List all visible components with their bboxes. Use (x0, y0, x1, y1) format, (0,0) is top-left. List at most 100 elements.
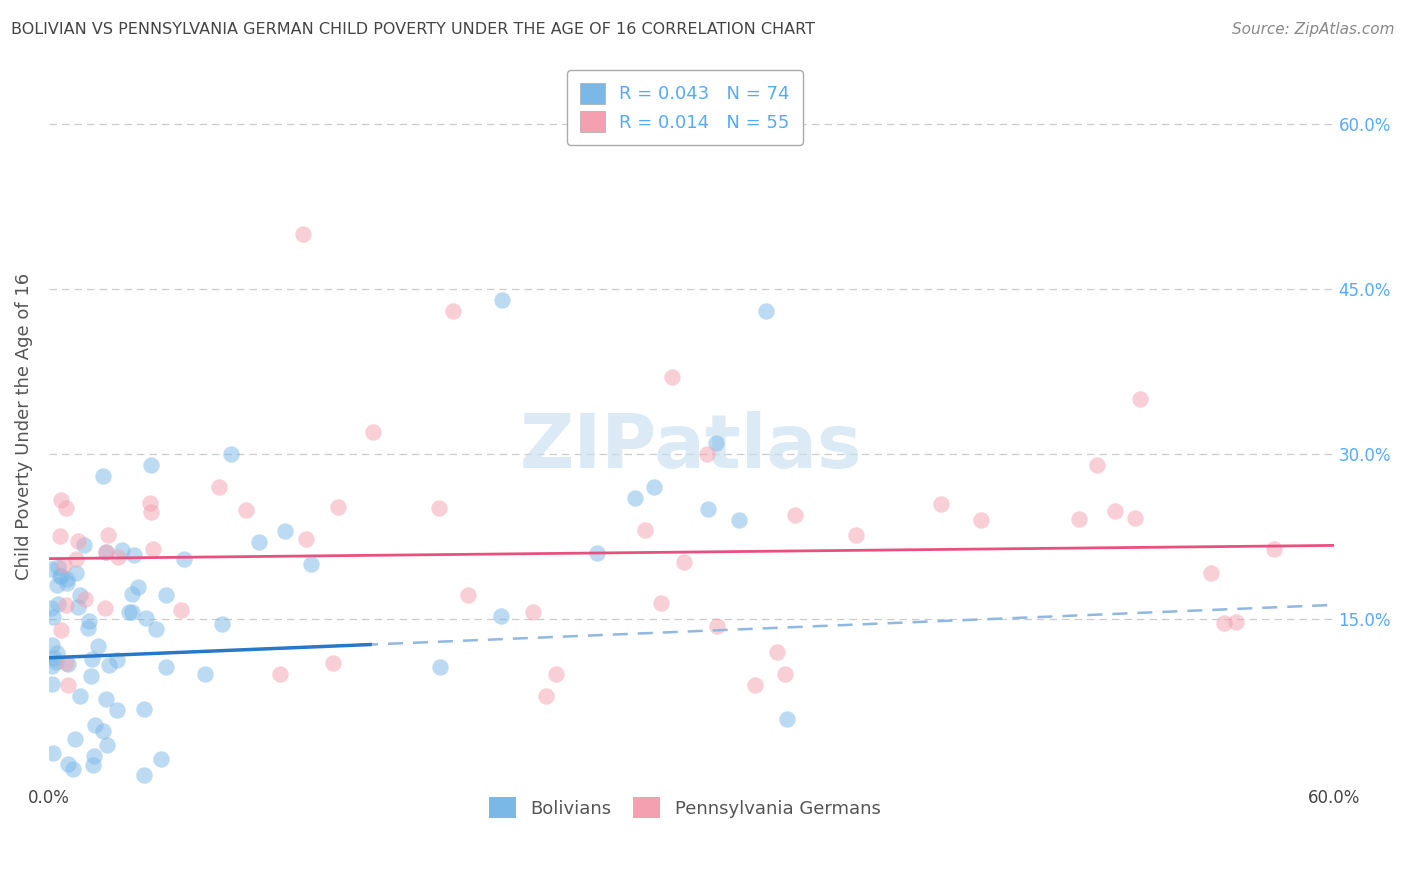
Point (1085, 458, 1108, 472)
Y-axis label: Child Poverty Under the Age of 16: Child Poverty Under the Age of 16 (15, 273, 32, 580)
Point (80, 668, 103, 682)
Point (42, 609, 65, 624)
Point (744, 678, 766, 692)
Point (274, 524, 297, 538)
Point (845, 528, 868, 542)
Point (221, 447, 243, 461)
Point (1199, 566, 1222, 581)
Point (427, 500, 450, 515)
Point (773, 667, 796, 681)
Point (139, 496, 162, 510)
Point (1129, 392, 1152, 406)
Point (299, 557, 322, 571)
Point (1213, 615, 1236, 630)
Point (441, 303, 464, 318)
Point (121, 587, 143, 601)
Point (49, 529, 72, 543)
Point (91, 469, 114, 483)
Point (94, 691, 117, 706)
Point (1225, 615, 1247, 629)
Point (69, 689, 91, 703)
Point (45, 655, 67, 669)
Point (73, 538, 96, 552)
Point (69, 588, 91, 602)
Point (155, 588, 177, 602)
Text: Source: ZipAtlas.com: Source: ZipAtlas.com (1232, 22, 1395, 37)
Point (83, 748, 105, 763)
Point (46, 560, 69, 574)
Point (322, 657, 344, 671)
Point (623, 491, 645, 505)
Point (1263, 541, 1285, 556)
Point (491, 293, 513, 307)
Point (139, 504, 162, 518)
Point (56, 757, 79, 772)
Point (46, 597, 69, 611)
Point (66, 533, 89, 548)
Point (1067, 512, 1090, 526)
Point (134, 702, 156, 716)
Point (269, 667, 291, 681)
Point (546, 667, 568, 681)
Point (41, 677, 63, 691)
Point (586, 546, 609, 560)
Point (65, 566, 87, 581)
Point (970, 513, 993, 527)
Point (361, 425, 384, 439)
Point (489, 609, 512, 624)
Point (55, 657, 77, 671)
Point (65, 552, 87, 566)
Point (295, 532, 318, 546)
Point (41, 639, 63, 653)
Point (127, 580, 149, 594)
Point (94, 545, 117, 559)
Point (139, 458, 162, 472)
Point (77, 621, 100, 635)
Point (194, 667, 217, 681)
Point (42, 746, 65, 760)
Point (673, 555, 696, 569)
Point (150, 752, 173, 766)
Point (326, 500, 349, 514)
Point (1104, 504, 1126, 518)
Point (111, 543, 134, 558)
Point (776, 712, 799, 726)
Point (82, 758, 104, 772)
Point (696, 447, 718, 461)
Legend: Bolivians, Pennsylvania Germans: Bolivians, Pennsylvania Germans (482, 790, 889, 825)
Point (55, 598, 77, 612)
Point (62, 762, 84, 776)
Point (783, 508, 806, 523)
Point (53, 558, 76, 572)
Point (235, 502, 257, 516)
Point (247, 535, 270, 549)
Point (49, 623, 72, 637)
Point (96, 738, 118, 752)
Point (661, 370, 683, 384)
Point (634, 523, 657, 537)
Point (56, 572, 79, 586)
Point (118, 605, 141, 619)
Point (697, 502, 720, 516)
Point (650, 596, 672, 610)
Point (91, 724, 114, 739)
Point (97, 528, 120, 542)
Point (39, 601, 62, 615)
Point (83, 718, 105, 732)
Point (292, 227, 315, 241)
Point (170, 603, 193, 617)
Point (86, 640, 108, 654)
Point (56, 657, 79, 671)
Point (429, 660, 451, 674)
Point (46, 578, 69, 592)
Point (80, 652, 103, 666)
Text: ZIPatlas: ZIPatlas (520, 411, 863, 484)
Point (42, 651, 65, 665)
Point (121, 605, 143, 619)
Text: BOLIVIAN VS PENNSYLVANIA GERMAN CHILD POVERTY UNDER THE AGE OF 16 CORRELATION CH: BOLIVIAN VS PENNSYLVANIA GERMAN CHILD PO… (11, 22, 815, 37)
Point (107, 549, 129, 564)
Point (105, 653, 128, 667)
Point (643, 480, 665, 494)
Point (49, 492, 72, 507)
Point (49, 569, 72, 583)
